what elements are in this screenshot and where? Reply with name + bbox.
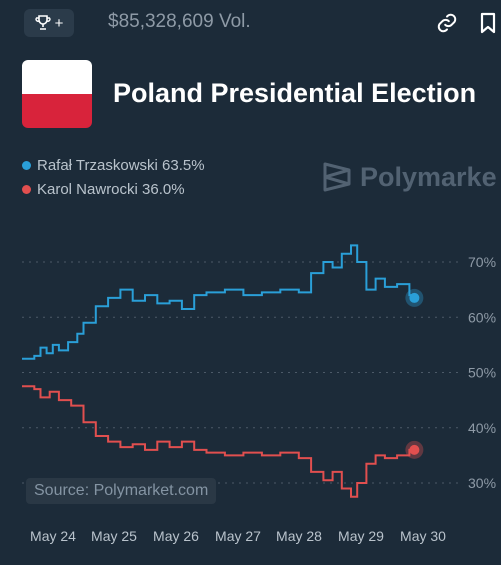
y-tick-label: 70%: [468, 254, 496, 270]
x-tick-label: May 29: [338, 528, 384, 544]
polymarket-watermark: Polymarke: [322, 161, 497, 193]
link-icon[interactable]: [436, 12, 458, 34]
x-tick-label: May 30: [400, 528, 446, 544]
x-tick-label: May 24: [30, 528, 76, 544]
y-tick-label: 50%: [468, 365, 496, 381]
chart-lines: [22, 244, 424, 498]
x-tick-label: May 27: [215, 528, 261, 544]
legend-label: Rafał Trzaskowski 63.5%: [37, 156, 205, 174]
endpoint-dot: [409, 444, 420, 455]
y-tick-label: 60%: [468, 309, 496, 325]
endpoint-dot: [409, 292, 420, 303]
trophy-icon: [35, 15, 51, 30]
market-title: Poland Presidential Election: [113, 78, 477, 108]
x-tick-label: May 28: [276, 528, 322, 544]
legend: Rafał Trzaskowski 63.5% Karol Nawrocki 3…: [22, 153, 205, 201]
trophy-button[interactable]: +: [24, 9, 74, 37]
watermark-text: Polymarke: [360, 161, 497, 192]
top-bar: + $85,328,609 Vol.: [0, 0, 501, 46]
legend-label: Karol Nawrocki 36.0%: [37, 180, 185, 198]
y-axis-labels: 70% 60% 50% 40% 30%: [468, 254, 496, 491]
x-axis-labels: May 24 May 25 May 26 May 27 May 28 May 29 May …: [30, 528, 446, 544]
y-tick-label: 30%: [468, 475, 496, 491]
series-line-trzaskowski: [22, 244, 416, 360]
volume-text: $85,328,609 Vol.: [108, 11, 251, 32]
poland-flag-image: [22, 60, 92, 128]
bookmark-icon[interactable]: [480, 12, 496, 34]
legend-dot-blue: [22, 160, 31, 170]
y-tick-label: 40%: [468, 420, 496, 436]
source-label: Source: Polymarket.com: [26, 478, 217, 504]
legend-item-nawrocki: Karol Nawrocki 36.0%: [22, 177, 205, 201]
x-tick-label: May 25: [91, 528, 137, 544]
trophy-plus: +: [54, 14, 64, 32]
legend-item-trzaskowski: Rafał Trzaskowski 63.5%: [22, 153, 205, 177]
series-line-nawrocki: [22, 385, 415, 498]
legend-dot-red: [22, 184, 31, 194]
polymarket-logo-icon: [323, 162, 351, 192]
x-tick-label: May 26: [153, 528, 199, 544]
chart-grid: [22, 261, 462, 484]
